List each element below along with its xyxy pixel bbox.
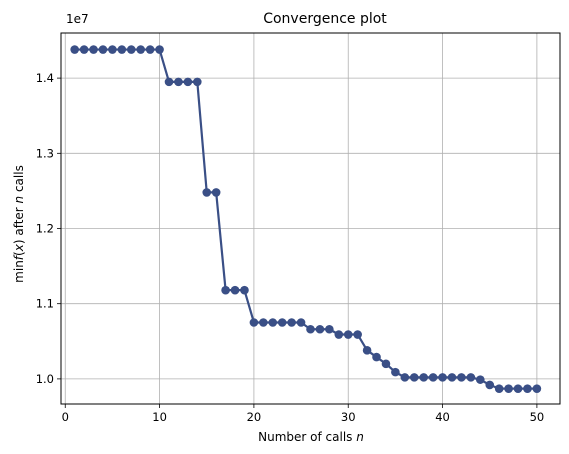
data-point bbox=[513, 384, 523, 393]
data-point bbox=[532, 384, 542, 393]
data-point bbox=[70, 45, 79, 54]
data-point bbox=[108, 45, 117, 54]
data-point bbox=[211, 188, 221, 197]
data-point bbox=[419, 373, 428, 382]
data-point bbox=[325, 324, 334, 334]
data-point bbox=[372, 352, 381, 362]
data-point bbox=[117, 45, 127, 54]
data-point bbox=[230, 285, 240, 295]
data-point bbox=[438, 373, 447, 382]
data-point bbox=[343, 330, 353, 339]
data-point bbox=[193, 77, 202, 87]
data-point bbox=[136, 45, 146, 54]
data-point bbox=[79, 45, 89, 54]
data-point bbox=[409, 373, 419, 382]
data-point bbox=[315, 324, 325, 334]
data-point bbox=[362, 346, 372, 355]
x-tick-label: 50 bbox=[530, 410, 545, 424]
data-point bbox=[494, 384, 504, 393]
x-tick-label: 10 bbox=[152, 410, 167, 424]
data-point bbox=[268, 318, 278, 327]
data-point bbox=[447, 373, 457, 382]
series-layer bbox=[70, 45, 542, 393]
data-point bbox=[287, 318, 296, 327]
data-point bbox=[183, 77, 193, 87]
grid-lines bbox=[61, 33, 560, 404]
data-point bbox=[221, 285, 230, 295]
x-axis-label: Number of calls n bbox=[258, 430, 364, 444]
data-point bbox=[164, 77, 174, 87]
x-tick-label: 0 bbox=[62, 410, 69, 424]
data-point bbox=[126, 45, 136, 54]
data-point bbox=[391, 367, 400, 377]
y-tick-label: 1.4 bbox=[36, 71, 54, 85]
series-line bbox=[74, 48, 537, 390]
y-tick-label: 1.2 bbox=[36, 222, 54, 236]
data-point bbox=[145, 45, 155, 54]
plot-frame bbox=[60, 32, 561, 405]
data-point bbox=[98, 45, 108, 54]
data-point bbox=[306, 324, 315, 334]
data-point bbox=[259, 318, 268, 327]
data-point bbox=[466, 373, 476, 382]
data-point bbox=[400, 373, 410, 382]
chart-title: Convergence plot bbox=[263, 11, 387, 27]
y-axis-offset-label: 1e7 bbox=[66, 12, 89, 26]
data-point bbox=[485, 380, 495, 390]
data-point bbox=[89, 45, 98, 54]
y-tick-label: 1.1 bbox=[36, 297, 54, 311]
x-axis-ticks: 0 10 20 30 40 50 bbox=[62, 404, 545, 424]
data-point bbox=[202, 188, 212, 197]
x-tick-label: 20 bbox=[247, 410, 262, 424]
data-point bbox=[475, 375, 485, 384]
data-point bbox=[296, 318, 306, 327]
x-tick-label: 30 bbox=[341, 410, 356, 424]
data-point bbox=[457, 373, 466, 382]
x-tick-label: 40 bbox=[435, 410, 450, 424]
data-point bbox=[523, 384, 532, 393]
data-point bbox=[504, 384, 513, 393]
data-point bbox=[174, 77, 183, 87]
y-tick-label: 1.0 bbox=[36, 372, 54, 386]
data-point bbox=[353, 330, 362, 339]
data-point bbox=[240, 285, 249, 295]
data-point bbox=[277, 318, 287, 327]
y-axis-label: minf(x) after n calls bbox=[12, 165, 26, 283]
y-axis-ticks: 1.0 1.1 1.2 1.3 1.4 bbox=[36, 71, 61, 386]
data-point bbox=[381, 359, 391, 369]
data-point bbox=[334, 330, 344, 339]
data-point bbox=[155, 45, 164, 54]
data-point bbox=[249, 318, 259, 327]
y-tick-label: 1.3 bbox=[36, 146, 54, 160]
data-point bbox=[428, 373, 438, 382]
